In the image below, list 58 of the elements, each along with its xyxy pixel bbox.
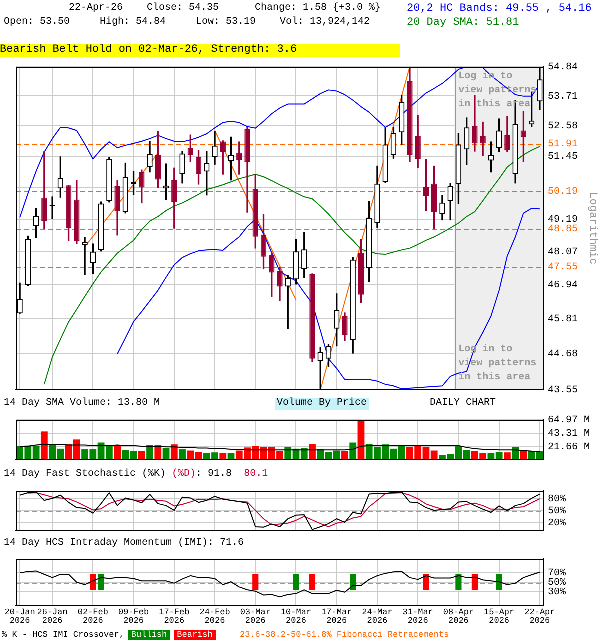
ref-line-label: 51.91 <box>548 140 578 151</box>
x-tick-label: 26-Jan 2026 <box>37 608 68 626</box>
y-tick-label: 53.71 <box>548 92 578 103</box>
x-tick-label: 17-Mar 2026 <box>322 608 352 626</box>
x-tick-label: 09-Feb 2026 <box>118 608 150 626</box>
y-tick-label: 49.19 <box>548 214 578 226</box>
y-tick-label: 50% <box>548 506 566 518</box>
text: 20,2 HC Bands: 49.55 , 54.16 <box>407 2 592 16</box>
ref-line-label: 50.19 <box>548 186 578 198</box>
series-label: (%D) <box>172 469 196 480</box>
y-tick-label: 64.97 M <box>548 416 590 427</box>
x-tick-label: 03-Mar 2026 <box>240 608 271 626</box>
bar <box>114 445 121 460</box>
text: 20 Day SMA: 51.81 <box>407 16 520 30</box>
chart-title: 14 Day HCS Intraday Momentum (IMI): 71.6 <box>4 538 244 550</box>
chart-title: 14 Day SMA Volume: 13.80 M <box>4 398 160 410</box>
text: 14 Day Fast Stochastic (%K) <box>4 469 166 480</box>
text: 23.6-38.2-50-61.8% Fibonacci Retracements <box>240 630 450 640</box>
bar <box>220 453 227 460</box>
chart-title: 22-Apr-26 Close: 54.35 Change: 1.58 {+3.0 %} <box>69 3 382 15</box>
y-tick-label: 48.07 <box>548 247 578 258</box>
bar <box>179 450 186 460</box>
ref-line-label: 47.55 <box>548 262 578 274</box>
candlestick <box>480 122 486 156</box>
y-axis-title: Logarithmic <box>586 192 598 265</box>
text: Volume By Price <box>275 398 370 410</box>
x-tick-label: 24-Mar 2026 <box>362 608 393 626</box>
y-tick-label: 20% <box>548 518 566 530</box>
y-tick-label: 46.94 <box>548 280 578 292</box>
y-tick-label: 54.84 <box>548 62 578 74</box>
text: Bearish <box>174 630 216 640</box>
y-tick-label: 43.31 M <box>548 428 590 440</box>
chart-subtitle: Open: 53.50 High: 54.84 Low: 53.19 Vol: 13,924,142 <box>4 17 370 29</box>
y-tick-label: 43.55 <box>548 386 578 397</box>
x-tick-label: 17-Feb 2026 <box>159 608 190 626</box>
x-tick-label: 10-Mar 2026 <box>280 608 312 626</box>
text: Bearish Belt Hold on 02-Mar-26, Strength: 3.6 <box>0 44 400 57</box>
ref-line-label: 48.85 <box>548 224 578 236</box>
bar <box>40 432 48 460</box>
legend-title: % K - HCS IMI Crossover, <box>2 630 124 640</box>
y-tick-label: 80% <box>548 494 566 506</box>
y-tick-label: 52.58 <box>548 122 578 133</box>
y-tick-label: 51.45 <box>548 152 578 164</box>
x-tick-label: 24-Feb 2026 <box>200 608 230 626</box>
x-tick-label: 15-Apr 2026 <box>484 608 515 626</box>
x-tick-label: 20-Jan 2026 <box>4 608 36 626</box>
y-tick-label: 44.68 <box>548 350 578 361</box>
y-tick-label: 21.66 M <box>548 442 590 454</box>
y-tick-label: 30% <box>548 588 566 599</box>
text: 80.1 <box>244 469 268 480</box>
text: : 91.8 <box>196 469 232 480</box>
x-tick-label: 08-Apr 2026 <box>443 608 474 626</box>
y-tick-label: 45.81 <box>548 314 578 326</box>
x-tick-label: 02-Feb 2026 <box>78 608 108 626</box>
text: Bullish <box>128 630 170 640</box>
x-tick-label: 31-Mar 2026 <box>402 608 434 626</box>
x-tick-label: 22-Apr 2026 <box>524 608 556 626</box>
text: DAILY CHART <box>430 398 496 410</box>
